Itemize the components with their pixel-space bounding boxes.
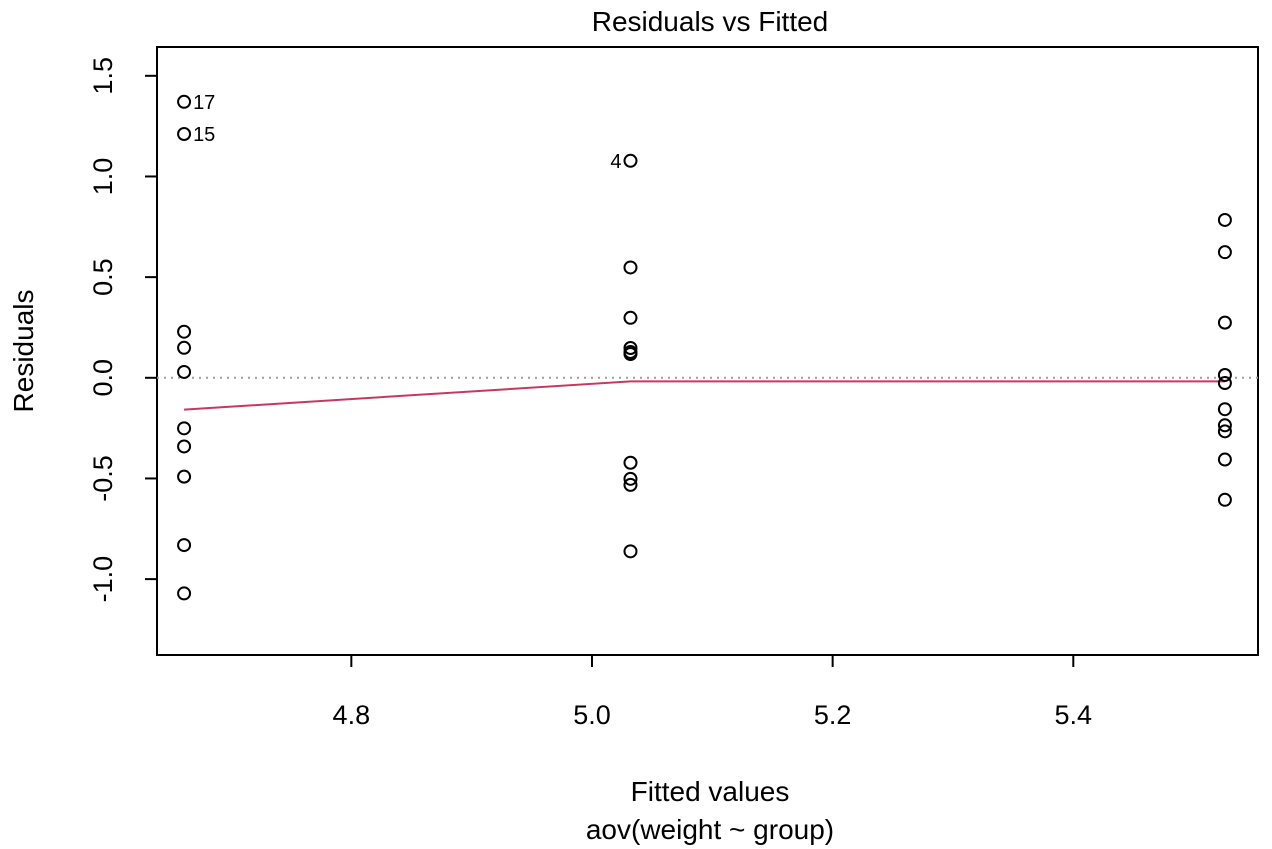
data-point <box>1217 367 1232 382</box>
y-tick-label: -1.0 <box>88 556 118 603</box>
y-axis-title: Residuals <box>8 290 39 413</box>
data-point <box>177 126 192 141</box>
y-tick-label: 1.5 <box>88 57 118 95</box>
x-axis-title: Fitted values <box>631 776 790 807</box>
data-point <box>177 340 192 355</box>
data-point <box>623 455 638 470</box>
x-tick-label: 5.2 <box>814 700 852 730</box>
point-label: 4 <box>610 151 621 173</box>
data-point <box>623 260 638 275</box>
plot-frame <box>156 46 1259 656</box>
data-point <box>177 469 192 484</box>
smoothed-trend-line <box>184 380 1225 411</box>
point-label: 17 <box>193 92 215 114</box>
data-point <box>1217 452 1232 467</box>
y-tick-label: 1.0 <box>88 158 118 196</box>
data-point <box>623 471 638 486</box>
point-label: 15 <box>193 124 215 146</box>
data-point <box>623 310 638 325</box>
data-point <box>177 324 192 339</box>
data-point <box>1217 492 1232 507</box>
data-point <box>177 538 192 553</box>
y-tick-label: 0.0 <box>88 359 118 397</box>
y-axis: -1.0 -0.5 0.0 0.5 1.0 1.5 <box>88 57 157 602</box>
x-tick-label: 5.4 <box>1055 700 1093 730</box>
y-tick-label: -0.5 <box>88 455 118 502</box>
data-point <box>623 477 638 492</box>
data-point <box>1217 402 1232 417</box>
data-point <box>1217 376 1232 391</box>
data-point <box>177 439 192 454</box>
x-tick-label: 5.0 <box>573 700 611 730</box>
data-point <box>623 153 638 168</box>
data-point <box>1217 424 1232 439</box>
data-point <box>177 586 192 601</box>
data-point <box>623 347 638 362</box>
data-point <box>1217 245 1232 260</box>
y-tick-label: 0.5 <box>88 258 118 296</box>
data-point <box>1217 418 1232 433</box>
x-axis-subtitle: aov(weight ~ group) <box>586 814 834 845</box>
data-point <box>1217 315 1232 330</box>
data-point <box>177 364 192 379</box>
data-point <box>623 341 638 356</box>
x-axis: 4.8 5.0 5.2 5.4 <box>333 655 1093 730</box>
data-point <box>1217 212 1232 227</box>
data-point <box>177 94 192 109</box>
data-points: 17 15 4 <box>177 92 1232 601</box>
data-point <box>623 544 638 559</box>
data-point <box>177 421 192 436</box>
x-tick-label: 4.8 <box>333 700 371 730</box>
chart-title: Residuals vs Fitted <box>592 6 829 37</box>
